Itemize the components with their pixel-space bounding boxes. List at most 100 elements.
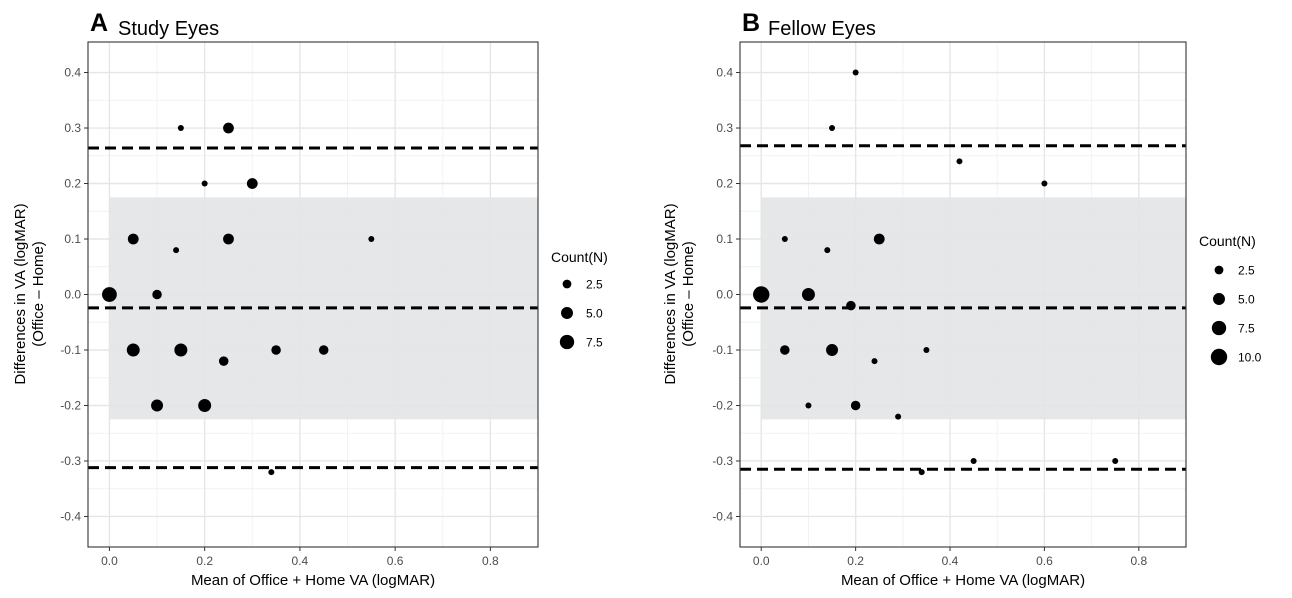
panel-a: -0.4-0.3-0.2-0.10.00.10.20.30.4 0.0 0.2 0.… bbox=[12, 9, 608, 589]
x-axis-ticks: 0.0 0.2 0.4 0.6 0.8 bbox=[753, 547, 1147, 568]
data-point bbox=[102, 287, 117, 302]
data-point bbox=[218, 356, 229, 366]
y-tick-label: 0.1 bbox=[716, 232, 733, 246]
x-tick-label: 0.4 bbox=[292, 554, 309, 568]
x-tick-label: 0.2 bbox=[847, 554, 864, 568]
panel-b: -0.4-0.3-0.2-0.10.00.10.20.30.4 0.0 0.2 0.… bbox=[662, 9, 1262, 589]
legend-label: 5.0 bbox=[586, 307, 603, 321]
x-tick-label: 0.8 bbox=[482, 554, 499, 568]
points-layer bbox=[753, 69, 1119, 476]
panel-letter: B bbox=[742, 9, 760, 37]
reference-lines bbox=[740, 144, 1186, 471]
y-tick-label: 0.0 bbox=[64, 288, 81, 302]
y-tick-label: -0.3 bbox=[712, 454, 733, 468]
data-point bbox=[271, 345, 281, 355]
panel-title: Study Eyes bbox=[118, 18, 219, 40]
panel-title: Fellow Eyes bbox=[768, 18, 876, 40]
legend-label: 5.0 bbox=[1238, 293, 1255, 307]
legend-key bbox=[559, 334, 575, 350]
legend-label: 2.5 bbox=[1238, 264, 1255, 278]
legend-key bbox=[1213, 293, 1225, 305]
data-point bbox=[805, 402, 812, 409]
data-point bbox=[246, 178, 258, 189]
data-point bbox=[151, 399, 164, 412]
data-point bbox=[895, 413, 902, 420]
data-point bbox=[871, 358, 878, 365]
data-point bbox=[126, 343, 140, 357]
data-point bbox=[198, 399, 212, 412]
x-tick-label: 0.6 bbox=[387, 554, 404, 568]
legend-key bbox=[1210, 348, 1228, 366]
data-point bbox=[223, 122, 234, 134]
y-tick-label: 0.2 bbox=[64, 177, 81, 191]
legend-label: 7.5 bbox=[1238, 322, 1255, 336]
y-tick-label: 0.2 bbox=[716, 177, 733, 191]
x-tick-label: 0.0 bbox=[753, 554, 770, 568]
data-point bbox=[173, 247, 180, 254]
x-tick-label: 0.0 bbox=[101, 554, 118, 568]
y-axis-label-line1: Differences in VA (logMAR) bbox=[12, 203, 29, 384]
legend-label: 2.5 bbox=[586, 278, 603, 292]
y-tick-label: 0.0 bbox=[716, 288, 733, 302]
data-point bbox=[956, 158, 963, 165]
y-tick-label: -0.2 bbox=[712, 398, 733, 412]
data-point bbox=[201, 180, 208, 187]
legend-key bbox=[561, 307, 573, 319]
legend-title: Count(N) bbox=[1199, 233, 1256, 249]
data-point bbox=[829, 125, 836, 132]
y-tick-label: -0.4 bbox=[60, 509, 81, 523]
data-point bbox=[1112, 457, 1119, 464]
data-point bbox=[368, 236, 375, 243]
x-tick-label: 0.2 bbox=[196, 554, 213, 568]
y-tick-label: -0.2 bbox=[60, 398, 81, 412]
legend-key bbox=[562, 279, 572, 289]
legend-key bbox=[1211, 320, 1227, 336]
data-point bbox=[223, 233, 234, 245]
y-axis-ticks: -0.4 -0.3 -0.2 -0.1 0.0 0.1 0.2 0.3 0.4 bbox=[60, 66, 88, 523]
y-tick-label: 0.4 bbox=[64, 66, 81, 80]
y-tick-label: -0.4 bbox=[712, 509, 733, 523]
data-point bbox=[970, 457, 977, 464]
legend-label: 10.0 bbox=[1238, 351, 1262, 365]
data-point bbox=[923, 346, 930, 353]
data-point bbox=[846, 300, 856, 311]
data-point bbox=[824, 247, 831, 254]
y-axis-label-line2: (Office – Home) bbox=[680, 241, 697, 347]
data-point bbox=[780, 345, 790, 355]
data-point bbox=[152, 289, 162, 300]
data-point bbox=[850, 400, 861, 411]
x-axis-label: Mean of Office + Home VA (logMAR) bbox=[191, 572, 435, 589]
legend-label: 7.5 bbox=[586, 336, 603, 350]
x-tick-label: 0.4 bbox=[942, 554, 959, 568]
legend: Count(N) 2.5 5.0 7.5 10.0 bbox=[1199, 233, 1262, 366]
reference-lines bbox=[88, 146, 538, 470]
y-axis-label-line2: (Office – Home) bbox=[30, 241, 47, 347]
x-tick-label: 0.6 bbox=[1036, 554, 1053, 568]
data-point bbox=[127, 233, 139, 245]
data-point bbox=[1041, 180, 1048, 187]
data-point bbox=[753, 286, 770, 303]
y-axis-ticks: -0.4 -0.3 -0.2 -0.1 0.0 0.1 0.2 0.3 0.4 bbox=[712, 66, 740, 523]
legend-title: Count(N) bbox=[551, 249, 608, 265]
x-axis-ticks: 0.0 0.2 0.4 0.6 0.8 bbox=[101, 547, 499, 568]
data-point bbox=[918, 469, 925, 476]
data-point bbox=[318, 345, 329, 355]
data-point bbox=[852, 69, 859, 76]
data-point bbox=[873, 233, 885, 245]
y-tick-label: -0.1 bbox=[712, 343, 733, 357]
legend: Count(N) 2.5 5.0 7.5 bbox=[551, 249, 608, 350]
data-point bbox=[781, 236, 788, 243]
data-point bbox=[801, 288, 815, 301]
y-tick-label: 0.4 bbox=[716, 66, 733, 80]
data-point bbox=[174, 343, 188, 357]
y-tick-label: 0.1 bbox=[64, 232, 81, 246]
panel-letter: A bbox=[90, 9, 108, 37]
points-layer bbox=[102, 122, 375, 476]
data-point bbox=[268, 469, 275, 476]
y-tick-label: 0.3 bbox=[64, 121, 81, 135]
legend-key bbox=[1214, 265, 1224, 275]
data-point bbox=[826, 344, 838, 356]
x-axis-label: Mean of Office + Home VA (logMAR) bbox=[841, 572, 1085, 589]
